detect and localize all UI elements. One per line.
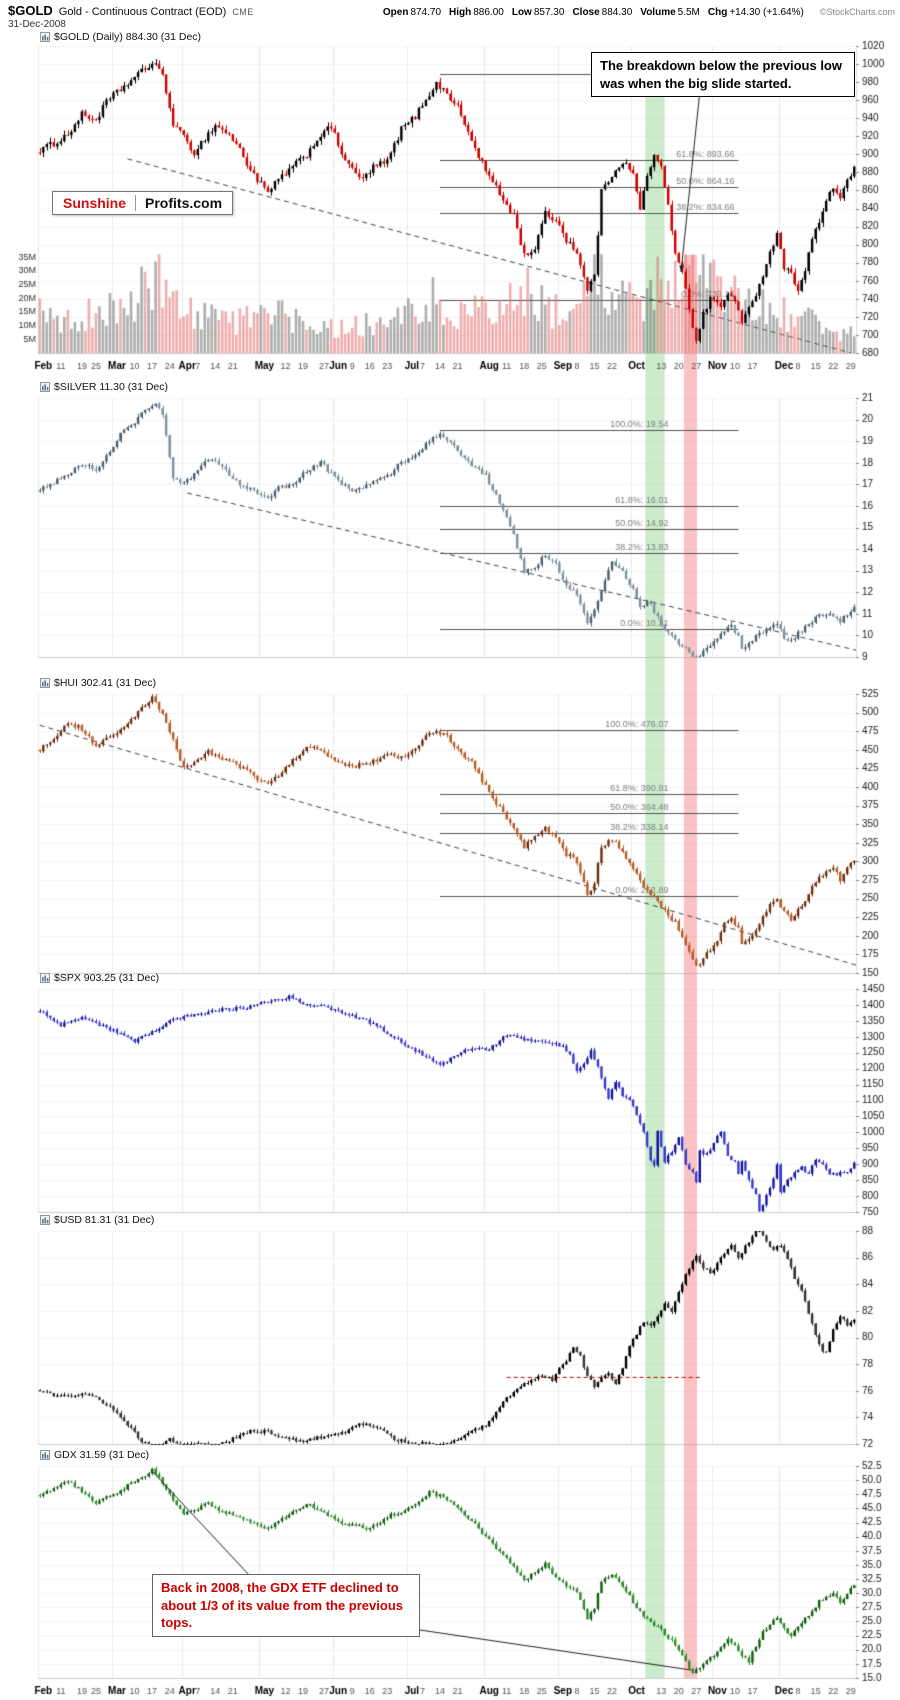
chart-icon [40,973,50,983]
gdx-annotation: Back in 2008, the GDX ETF declined to ab… [152,1574,420,1637]
quote-close: Close 884.30 [572,7,632,18]
watermark-profits: Profits.com [145,195,223,211]
chart-icon [40,1215,50,1225]
chart-date: 31-Dec-2008 [8,19,66,30]
quote-chg: Chg +14.30 (+1.64%) [708,7,804,18]
quote-high: High 886.00 [449,7,504,18]
symbol-description: Gold - Continuous Contract (EOD) [58,6,227,18]
chart-header: $GOLD Gold - Continuous Contract (EOD) C… [8,3,895,18]
panel-title-hui: $HUI 302.41 (31 Dec) [40,677,156,689]
quote-high-label: High [449,7,472,18]
panel-title-label: $GOLD (Daily) 884.30 (31 Dec) [54,31,202,43]
sunshine-profits-watermark: Sunshine Profits.com [52,191,234,215]
quote-chg-label: Chg [707,7,728,18]
chart-icon [40,678,50,688]
panel-title-label: $USD 81.31 (31 Dec) [54,1214,155,1226]
chart-icon [40,382,50,392]
breakdown-annotation: The breakdown below the previous low was… [591,52,855,98]
panel-title-label: $HUI 302.41 (31 Dec) [54,677,157,689]
quote-chg-value: +14.30 (+1.64%) [729,7,804,18]
panel-title-label: GDX 31.59 (31 Dec) [54,1449,150,1461]
chart-icon [40,1450,50,1460]
panel-title-usd: $USD 81.31 (31 Dec) [40,1214,154,1226]
quote-open: Open 874.70 [383,7,441,18]
quote-close-value: 884.30 [601,7,633,18]
panel-title-label: $SPX 903.25 (31 Dec) [54,972,160,984]
quote-high-value: 886.00 [473,7,504,18]
chart-icon [40,32,50,42]
quote-low: Low 857.30 [512,7,565,18]
quote-open-value: 874.70 [410,7,442,18]
panel-title-gdx: GDX 31.59 (31 Dec) [40,1449,149,1461]
copyright: ©StockCharts.com [819,7,895,17]
watermark-sunshine: Sunshine [63,195,137,211]
symbol: $GOLD [8,3,53,18]
panel-title-label: $SILVER 11.30 (31 Dec) [54,381,169,393]
panel-title-silver: $SILVER 11.30 (31 Dec) [40,381,168,393]
exchange: CME [232,7,254,17]
quote-volume-value: 5.5M [677,7,700,18]
panel-title-spx: $SPX 903.25 (31 Dec) [40,972,159,984]
panel-title-gold: $GOLD (Daily) 884.30 (31 Dec) [40,31,201,43]
quote-close-label: Close [572,7,600,18]
quote-open-label: Open [382,7,409,18]
quote-line: Open 874.70 High 886.00 Low 857.30 Close 884… [383,7,804,18]
quote-volume-label: Volume [640,7,676,18]
quote-low-value: 857.30 [533,7,565,18]
quote-low-label: Low [511,7,532,18]
quote-volume: Volume 5.5M [640,7,700,18]
